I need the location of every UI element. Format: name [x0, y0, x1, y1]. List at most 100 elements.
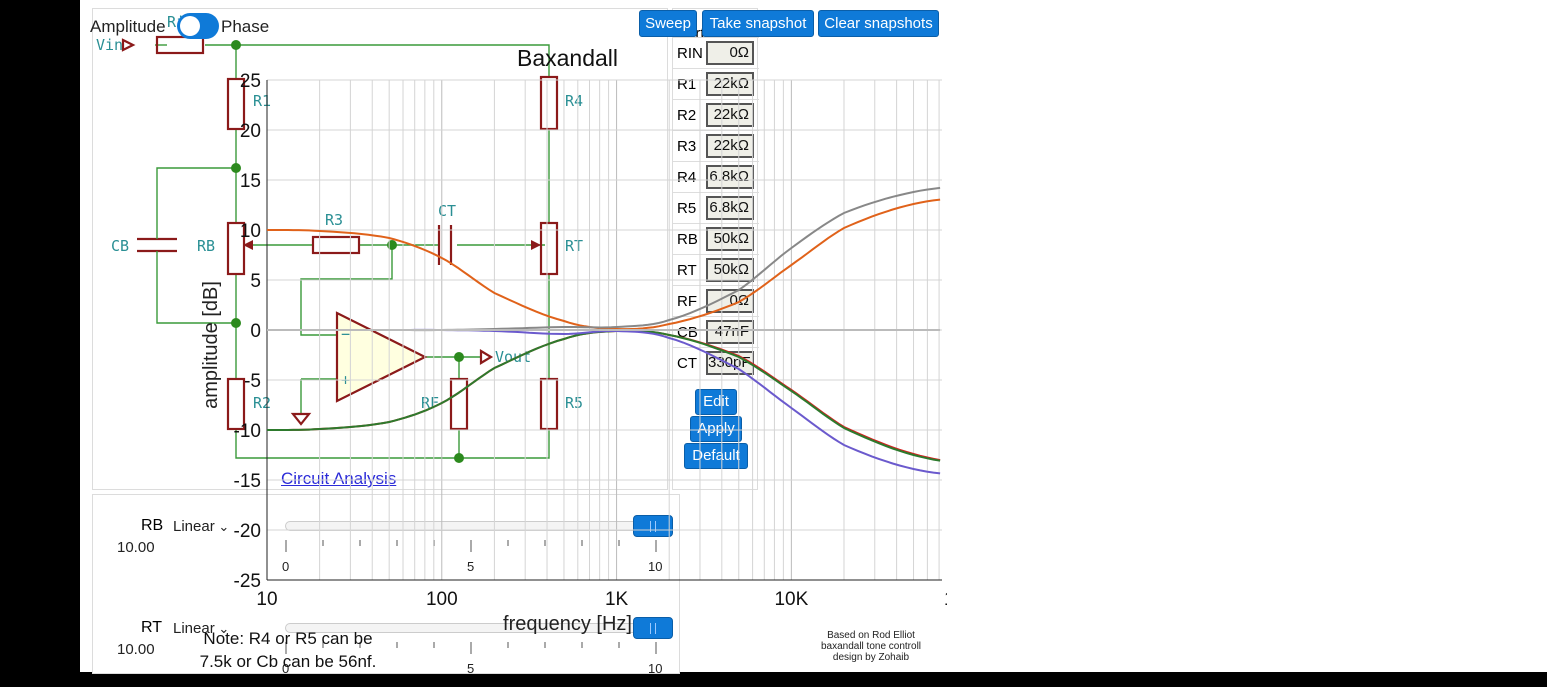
x-tick-label: 10K [774, 589, 808, 610]
take-snapshot-button[interactable]: Take snapshot [702, 10, 814, 37]
rt-wiper-arrow-icon [531, 240, 541, 250]
label-rt: RT [565, 237, 583, 255]
part-row-cb: CB 47nF [673, 316, 759, 347]
grip-icon [650, 521, 656, 532]
slider-tick [285, 540, 287, 552]
y-tick-label: 10 [240, 221, 261, 242]
label-vout: Vout [495, 348, 531, 366]
label-r3: R3 [325, 211, 343, 229]
chevron-down-icon: ⌄ [214, 621, 230, 636]
x-axis-label: frequency [Hz] [503, 613, 632, 635]
part-name: RB [677, 231, 698, 248]
slider-tick [507, 540, 509, 546]
slider-mode-select[interactable]: Linear ⌄ [173, 620, 229, 637]
label-r4: R4 [565, 92, 583, 110]
label-cb: CB [111, 237, 129, 255]
slider-tick-label: 10 [648, 559, 663, 574]
x-tick-label: 10 [256, 589, 277, 610]
resistor-rin [155, 35, 205, 55]
note-line-2: 7.5k or Cb can be 56nf. [199, 652, 377, 671]
slider-name: RT [141, 619, 163, 636]
edit-button[interactable]: Edit [695, 389, 737, 415]
y-tick-label: 20 [240, 121, 261, 142]
sweep-button[interactable]: Sweep [639, 10, 697, 37]
x-tick-label: 100 [426, 589, 458, 610]
part-name: RT [677, 262, 697, 279]
resistor-rf [449, 377, 469, 431]
part-value-field[interactable]: 22kΩ [706, 103, 754, 127]
schematic-junctions [231, 40, 464, 463]
slider-value: 10.00 [117, 539, 155, 556]
y-tick-label: -5 [244, 371, 261, 392]
chevron-down-icon: ⌄ [214, 519, 230, 534]
slider-thumb[interactable] [633, 515, 673, 537]
slider-mode-value: Linear [173, 518, 215, 535]
slider-mode-select[interactable]: Linear ⌄ [173, 518, 229, 535]
part-value-field[interactable]: 50kΩ [706, 258, 754, 282]
slider-tick [359, 540, 361, 546]
x-tick-label: 1K [605, 589, 629, 610]
toggle-knob[interactable] [180, 16, 200, 36]
slider-tick [322, 540, 324, 546]
apply-button[interactable]: Apply [690, 416, 742, 442]
credit-line-3: design by Zohaib [832, 652, 910, 663]
slider-tick-label: 0 [282, 661, 290, 676]
part-row-rt: RT 50kΩ [673, 254, 759, 285]
capacitor-cb [137, 229, 177, 267]
part-value-field[interactable]: 22kΩ [706, 134, 754, 158]
part-row-rin: RIN 0Ω [673, 37, 759, 68]
slider-tick [544, 642, 546, 648]
slider-tick [396, 540, 398, 546]
y-tick-label: -20 [234, 521, 261, 542]
resistor-r3 [311, 235, 361, 255]
series-line-1 [267, 186, 941, 332]
resistor-r2 [226, 377, 246, 431]
potentiometer-rb [226, 221, 246, 276]
slider-thumb[interactable] [633, 617, 673, 639]
slider-tick [581, 642, 583, 648]
slider-tick [618, 540, 620, 546]
slider-tick [396, 642, 398, 648]
slider-tick [618, 642, 620, 648]
amplitude-label: Amplitude [90, 17, 166, 36]
part-row-rb: RB 50kΩ [673, 223, 759, 254]
part-name: R5 [677, 200, 697, 217]
capacitor-ct [437, 225, 453, 265]
amplitude-phase-toggle[interactable] [177, 13, 219, 39]
vin-port-icon [121, 38, 136, 52]
slider-tick [322, 642, 324, 648]
chart-panel: Amplitude Phase Sweep Take snapshot Clea… [80, 0, 947, 672]
part-value-field[interactable]: 22kΩ [706, 72, 754, 96]
slider-tick [507, 642, 509, 648]
slider-tick [359, 642, 361, 648]
y-tick-label: -15 [234, 471, 261, 492]
slider-tick [655, 642, 657, 654]
circuit-analysis-link[interactable]: Circuit Analysis [281, 469, 397, 488]
rb-wiper-arrow-icon [243, 240, 253, 250]
slider-rt: RT Linear ⌄ 10.00 0 5 10 [93, 597, 681, 687]
part-row-r1: R1 22kΩ [673, 68, 759, 99]
grip-icon [650, 623, 656, 634]
slider-mode-value: Linear [173, 620, 215, 637]
part-name: R2 [677, 107, 697, 124]
default-button[interactable]: Default [684, 443, 748, 469]
y-tick-label: 0 [250, 321, 261, 342]
part-name: RF [677, 293, 697, 310]
clear-snapshots-button[interactable]: Clear snapshots [818, 10, 939, 37]
potentiometer-rt [539, 221, 559, 276]
ground-icon [290, 412, 312, 426]
part-value-field[interactable]: 0Ω [706, 41, 754, 65]
x-tick-label: 100K [944, 589, 947, 610]
y-tick-label: 5 [250, 271, 261, 292]
credit-line-1: Based on Rod Elliot [827, 630, 915, 641]
app-root: − + Vin Rin R1 R2 R3 R4 R5 RB RT RF [80, 0, 1547, 676]
label-ct: CT [438, 202, 456, 220]
part-row-r2: R2 22kΩ [673, 99, 759, 130]
note-line-1: Note: R4 or R5 can be [203, 629, 373, 648]
slider-tick-label: 5 [467, 661, 475, 676]
part-name: R3 [677, 138, 697, 155]
y-axis-label: amplitude [dB] [200, 281, 222, 409]
slider-tick [581, 540, 583, 546]
part-value-field[interactable]: 47nF [706, 320, 754, 344]
series-line-2 [267, 329, 941, 462]
